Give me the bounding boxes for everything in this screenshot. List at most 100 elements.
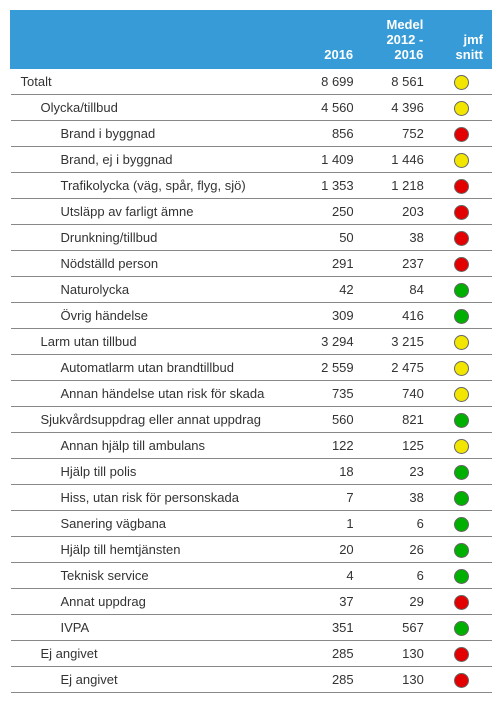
row-value-2016: 4 [295,563,362,589]
row-status [432,121,492,147]
col-header-avg: Medel2012 -2016 [362,11,432,69]
row-value-avg: 740 [362,381,432,407]
status-dot-icon [454,205,469,220]
row-label: Totalt [11,69,295,95]
row-value-2016: 291 [295,251,362,277]
row-label: Automatlarm utan brandtillbud [11,355,295,381]
row-status [432,511,492,537]
row-value-avg: 8 561 [362,69,432,95]
row-label: Hjälp till hemtjänsten [11,537,295,563]
row-value-2016: 2 559 [295,355,362,381]
row-value-avg: 821 [362,407,432,433]
row-label: Trafikolycka (väg, spår, flyg, sjö) [11,173,295,199]
table-row: Brand, ej i byggnad1 4091 446 [11,147,492,173]
row-status [432,329,492,355]
status-dot-icon [454,465,469,480]
row-status [432,147,492,173]
row-label: Annan hjälp till ambulans [11,433,295,459]
col-header-label [11,11,295,69]
row-status [432,563,492,589]
row-value-2016: 285 [295,667,362,693]
table-row: Sjukvårdsuppdrag eller annat uppdrag5608… [11,407,492,433]
row-value-avg: 130 [362,667,432,693]
row-value-2016: 1 353 [295,173,362,199]
row-label: Olycka/tillbud [11,95,295,121]
status-dot-icon [454,127,469,142]
row-status [432,589,492,615]
stats-table: 2016 Medel2012 -2016 jmf snitt Totalt8 6… [10,10,492,693]
row-value-2016: 50 [295,225,362,251]
row-value-2016: 1 [295,511,362,537]
table-row: Automatlarm utan brandtillbud2 5592 475 [11,355,492,381]
status-dot-icon [454,361,469,376]
table-row: Olycka/tillbud4 5604 396 [11,95,492,121]
row-value-avg: 1 446 [362,147,432,173]
status-dot-icon [454,491,469,506]
table-row: Annat uppdrag3729 [11,589,492,615]
row-value-2016: 3 294 [295,329,362,355]
row-value-avg: 567 [362,615,432,641]
table-row: Larm utan tillbud3 2943 215 [11,329,492,355]
status-dot-icon [454,595,469,610]
table-row: IVPA351567 [11,615,492,641]
row-label: IVPA [11,615,295,641]
status-dot-icon [454,335,469,350]
row-status [432,199,492,225]
table-row: Utsläpp av farligt ämne250203 [11,199,492,225]
row-label: Naturolycka [11,277,295,303]
row-label: Drunkning/tillbud [11,225,295,251]
row-status [432,225,492,251]
table-row: Annan händelse utan risk för skada735740 [11,381,492,407]
status-dot-icon [454,179,469,194]
row-label: Sanering vägbana [11,511,295,537]
row-status [432,667,492,693]
row-value-2016: 20 [295,537,362,563]
table-row: Hjälp till polis1823 [11,459,492,485]
row-status [432,407,492,433]
table-row: Totalt8 6998 561 [11,69,492,95]
row-value-avg: 29 [362,589,432,615]
row-status [432,485,492,511]
table-row: Hjälp till hemtjänsten2026 [11,537,492,563]
table-row: Ej angivet285130 [11,641,492,667]
table-row: Teknisk service46 [11,563,492,589]
row-label: Hjälp till polis [11,459,295,485]
row-value-2016: 42 [295,277,362,303]
row-value-avg: 203 [362,199,432,225]
status-dot-icon [454,543,469,558]
col-header-status: jmf snitt [432,11,492,69]
row-status [432,303,492,329]
row-status [432,355,492,381]
row-status [432,173,492,199]
row-status [432,615,492,641]
row-label: Annan händelse utan risk för skada [11,381,295,407]
row-value-avg: 130 [362,641,432,667]
row-label: Utsläpp av farligt ämne [11,199,295,225]
row-value-avg: 84 [362,277,432,303]
row-status [432,537,492,563]
row-status [432,277,492,303]
row-value-2016: 37 [295,589,362,615]
table-row: Trafikolycka (väg, spår, flyg, sjö)1 353… [11,173,492,199]
status-dot-icon [454,153,469,168]
row-value-2016: 351 [295,615,362,641]
table-row: Övrig händelse309416 [11,303,492,329]
table-row: Hiss, utan risk för personskada738 [11,485,492,511]
row-label: Brand, ej i byggnad [11,147,295,173]
status-dot-icon [454,283,469,298]
status-dot-icon [454,75,469,90]
table-row: Sanering vägbana16 [11,511,492,537]
row-status [432,641,492,667]
row-value-avg: 38 [362,225,432,251]
row-value-avg: 416 [362,303,432,329]
status-dot-icon [454,387,469,402]
status-dot-icon [454,621,469,636]
row-label: Ej angivet [11,667,295,693]
row-status [432,69,492,95]
row-value-avg: 3 215 [362,329,432,355]
row-value-avg: 1 218 [362,173,432,199]
row-value-2016: 122 [295,433,362,459]
status-dot-icon [454,309,469,324]
row-value-2016: 856 [295,121,362,147]
row-label: Brand i byggnad [11,121,295,147]
